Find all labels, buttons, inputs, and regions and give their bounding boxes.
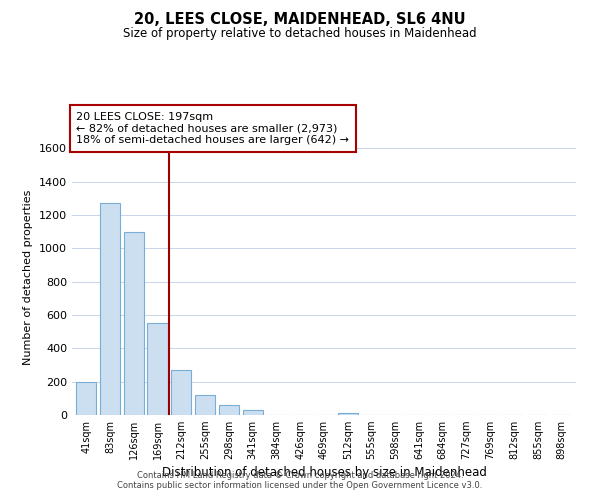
Bar: [338, 412, 358, 415]
Bar: [100, 204, 120, 415]
Text: Size of property relative to detached houses in Maidenhead: Size of property relative to detached ho…: [123, 28, 477, 40]
X-axis label: Distribution of detached houses by size in Maidenhead: Distribution of detached houses by size …: [161, 466, 487, 479]
Bar: [171, 370, 191, 415]
Text: Contains HM Land Registry data © Crown copyright and database right 2024.
Contai: Contains HM Land Registry data © Crown c…: [118, 470, 482, 490]
Bar: [148, 322, 167, 415]
Y-axis label: Number of detached properties: Number of detached properties: [23, 190, 34, 365]
Text: 20 LEES CLOSE: 197sqm
← 82% of detached houses are smaller (2,973)
18% of semi-d: 20 LEES CLOSE: 197sqm ← 82% of detached …: [76, 112, 349, 145]
Bar: [124, 232, 144, 415]
Bar: [76, 382, 97, 415]
Text: 20, LEES CLOSE, MAIDENHEAD, SL6 4NU: 20, LEES CLOSE, MAIDENHEAD, SL6 4NU: [134, 12, 466, 28]
Bar: [242, 410, 263, 415]
Bar: [195, 394, 215, 415]
Bar: [219, 404, 239, 415]
